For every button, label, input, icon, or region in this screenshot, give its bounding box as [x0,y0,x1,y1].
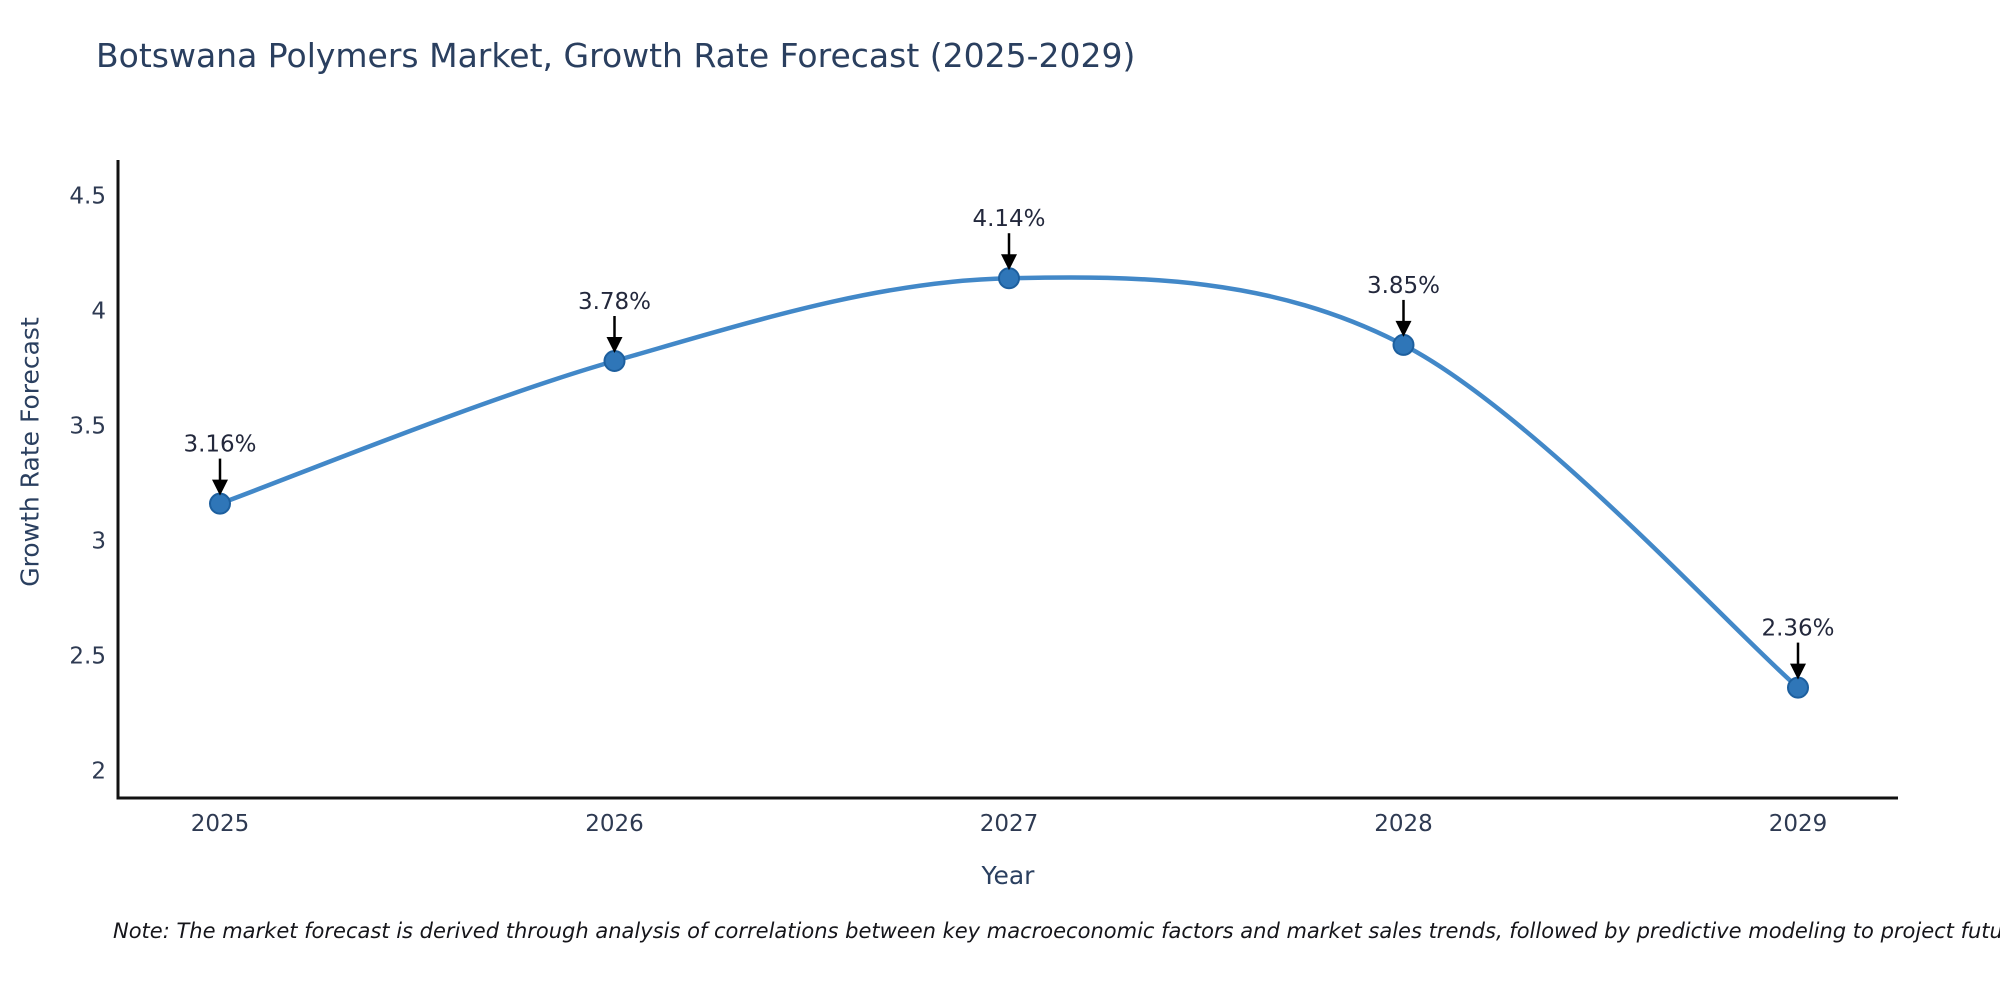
x-tick-label: 2027 [980,811,1039,837]
y-tick-label: 4.5 [69,183,106,209]
x-tick-label: 2025 [191,811,250,837]
annotation-arrow-head [212,479,228,496]
data-point-2026 [603,350,626,373]
data-point-label: 3.16% [183,432,256,458]
forecast-line [217,275,1801,690]
chart-title: Botswana Polymers Market, Growth Rate Fo… [96,36,1136,75]
x-tick-label: 2026 [585,811,644,837]
y-tick-label: 4 [91,298,106,324]
y-tick-label: 2.5 [69,643,106,669]
annotation-arrow-head [1395,320,1412,337]
data-point-2027 [998,267,1020,290]
data-point-label: 3.85% [1367,273,1440,299]
y-tick-label: 3 [91,528,106,554]
y-tick-label: 2 [91,758,106,784]
data-point-2028 [1392,333,1415,356]
annotation-arrow-head [1001,254,1017,271]
footnote: Note: The market forecast is derived thr… [113,919,2000,943]
y-tick-label: 3.5 [69,413,106,439]
annotation-arrow-head [606,337,623,354]
data-point-2025 [209,492,231,515]
x-tick-label: 2029 [1769,811,1828,837]
data-point-label: 4.14% [972,206,1045,232]
data-point-label: 3.78% [578,289,651,315]
data-point-2029 [1787,676,1809,699]
x-axis-title: Year [981,861,1035,890]
annotation-arrow-head [1790,663,1806,680]
x-tick-label: 2028 [1374,811,1433,837]
data-point-label: 2.36% [1761,616,1834,642]
